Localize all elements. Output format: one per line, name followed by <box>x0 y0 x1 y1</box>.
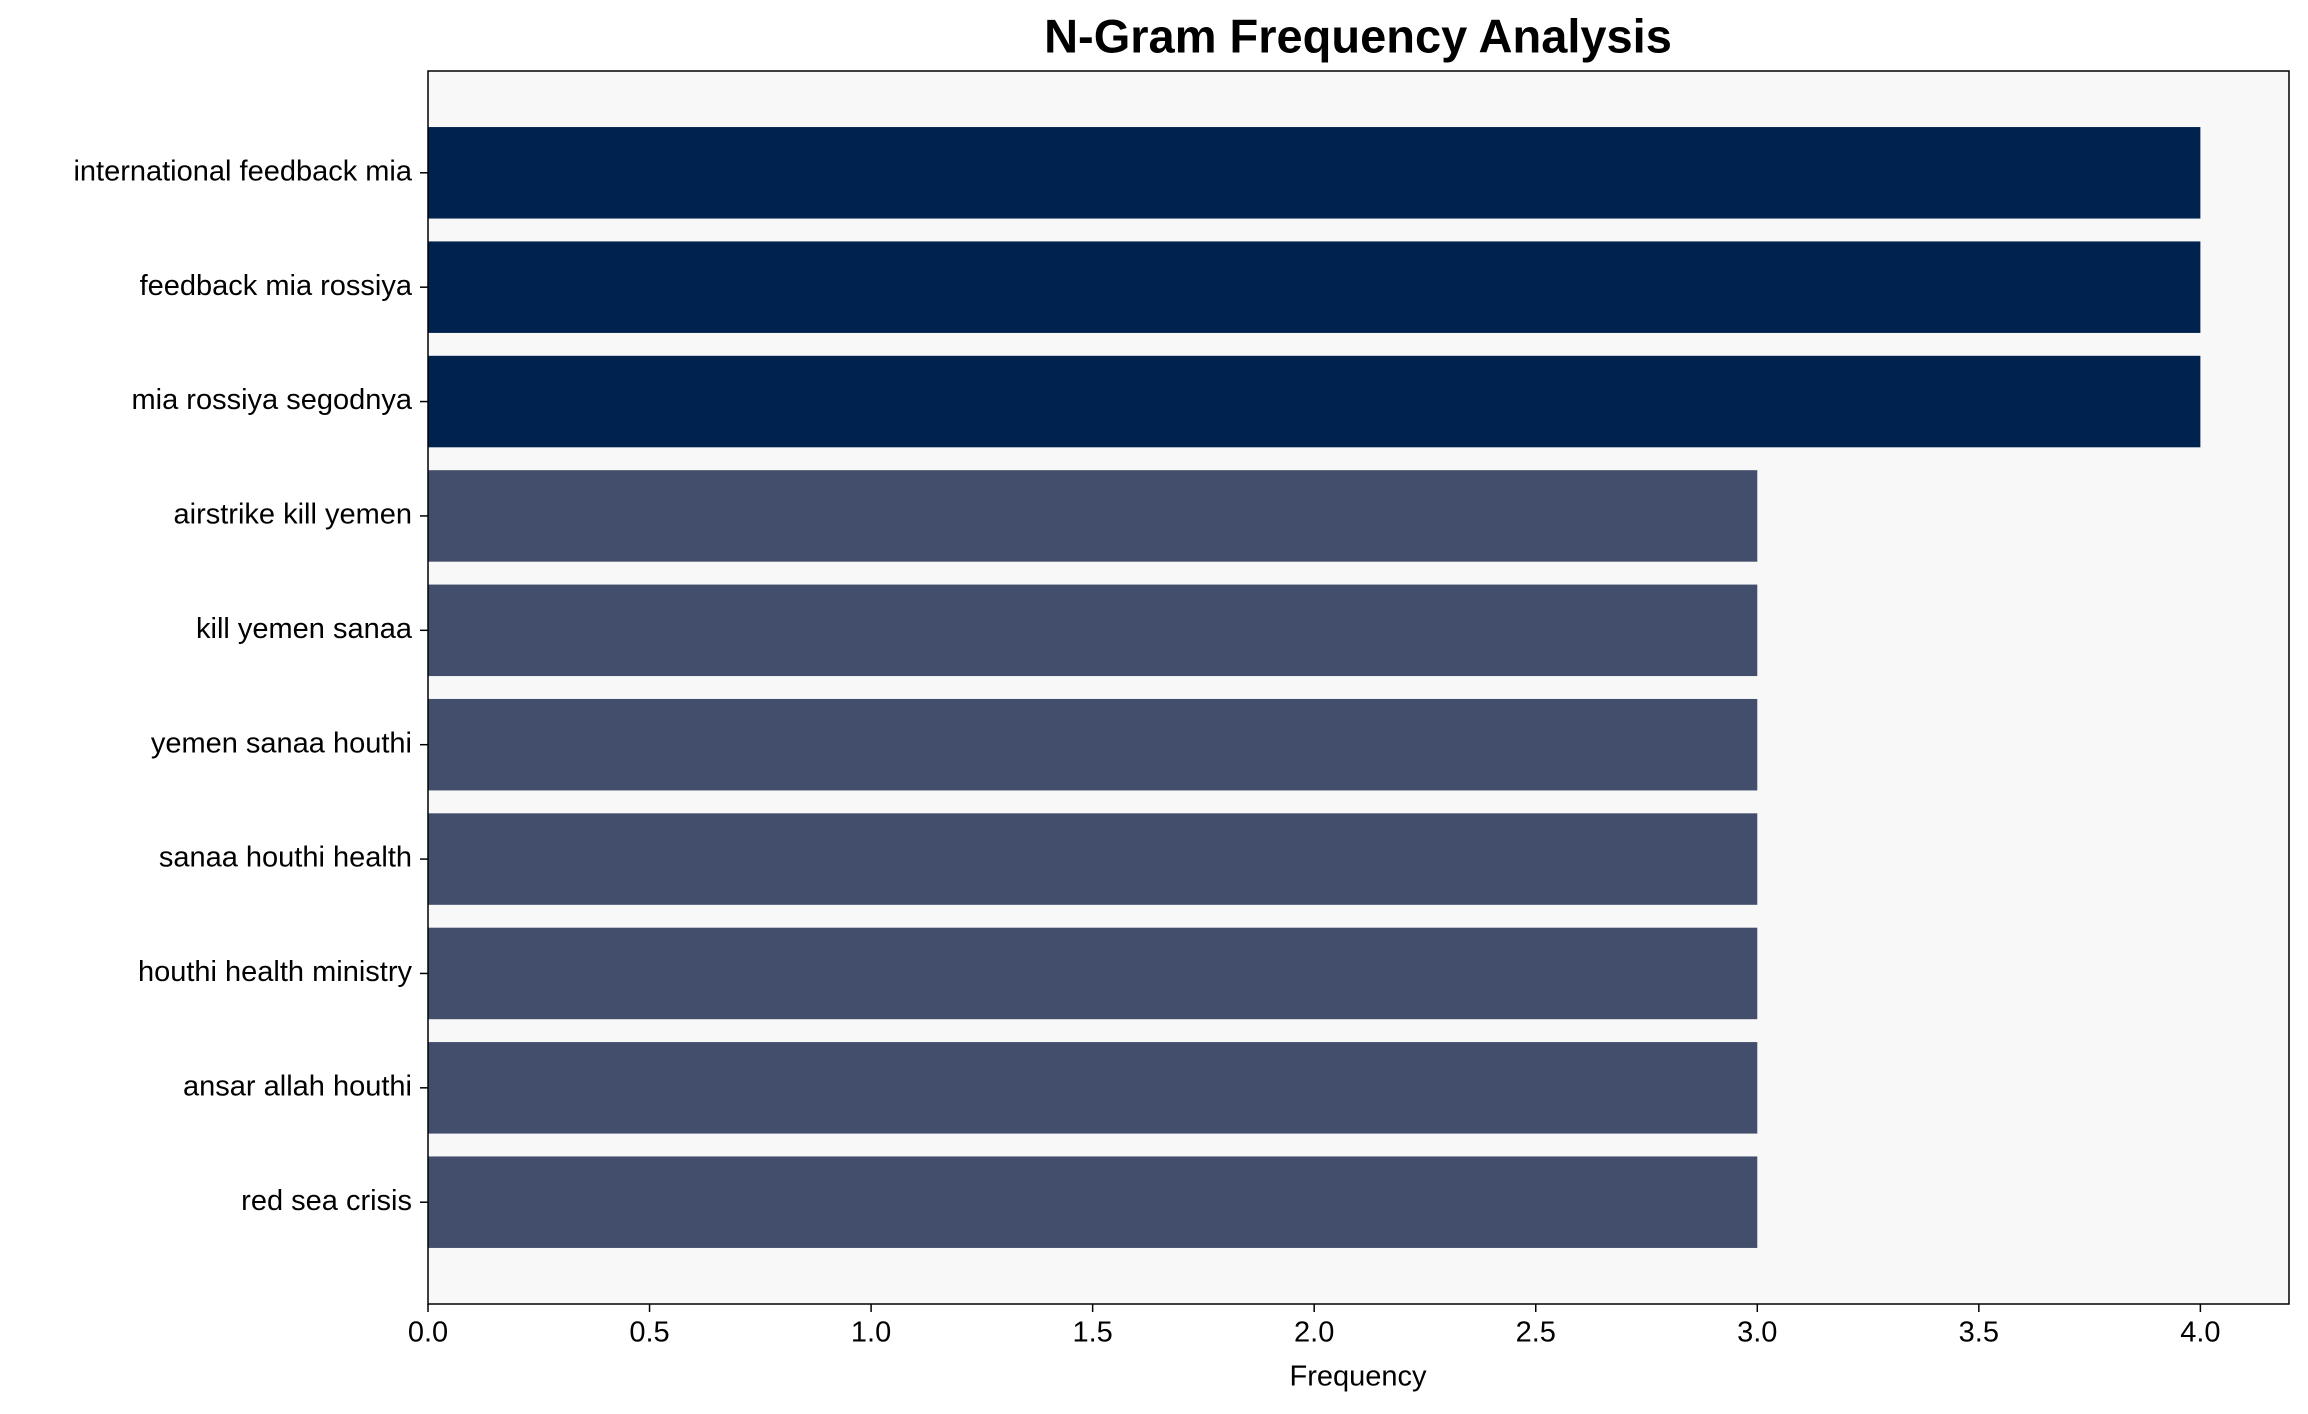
y-tick-label: international feedback mia <box>73 155 412 187</box>
y-tick-label: yemen sanaa houthi <box>151 727 412 759</box>
y-tick-label: sanaa houthi health <box>159 842 412 874</box>
plot-frame <box>427 70 2290 1305</box>
chart-title: N-Gram Frequency Analysis <box>1044 9 1672 62</box>
x-axis-label: Frequency <box>1289 1361 1427 1393</box>
bar <box>428 1042 1758 1134</box>
x-tick-label: 3.5 <box>1959 1317 1999 1349</box>
x-tick-label: 1.5 <box>1072 1317 1112 1349</box>
bar <box>428 698 1758 791</box>
bar <box>428 355 2201 448</box>
x-tick-label: 2.5 <box>1516 1317 1556 1349</box>
bar <box>428 813 1758 905</box>
bar <box>428 1156 1758 1248</box>
x-tick-label: 4.0 <box>2180 1317 2220 1349</box>
x-tick-label: 0.5 <box>629 1317 669 1349</box>
x-tick-label: 0.0 <box>408 1317 448 1349</box>
y-tick-label: mia rossiya segodnya <box>132 384 413 416</box>
x-tick-label: 3.0 <box>1737 1317 1777 1349</box>
bar <box>428 927 1758 1020</box>
bar <box>428 127 2201 219</box>
bar <box>428 241 2201 333</box>
y-tick-label: ansar allah houthi <box>183 1070 412 1102</box>
y-tick-label: red sea crisis <box>241 1185 412 1217</box>
y-tick-label: feedback mia rossiya <box>140 270 413 302</box>
y-tick-label: kill yemen sanaa <box>196 613 413 645</box>
x-tick-label: 2.0 <box>1294 1317 1334 1349</box>
bar <box>428 584 1758 677</box>
y-tick-label: houthi health ministry <box>138 956 413 988</box>
bar <box>428 470 1758 562</box>
y-tick-label: airstrike kill yemen <box>174 499 413 531</box>
x-tick-label: 1.0 <box>851 1317 891 1349</box>
